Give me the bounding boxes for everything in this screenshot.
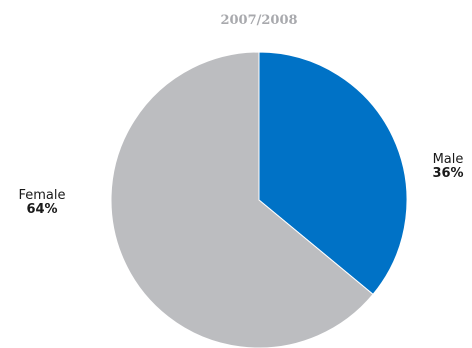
slice-label-female: Female [18,188,65,203]
chart-title: 2007/2008 [220,13,297,28]
slice-value-female: 64% [26,202,57,217]
slice-value-male: 36% [432,166,463,181]
slice-label-male: Male [433,152,464,167]
pie-slices [110,51,408,348]
pie-slice-female [110,51,374,348]
pie-slice-male [258,51,408,296]
